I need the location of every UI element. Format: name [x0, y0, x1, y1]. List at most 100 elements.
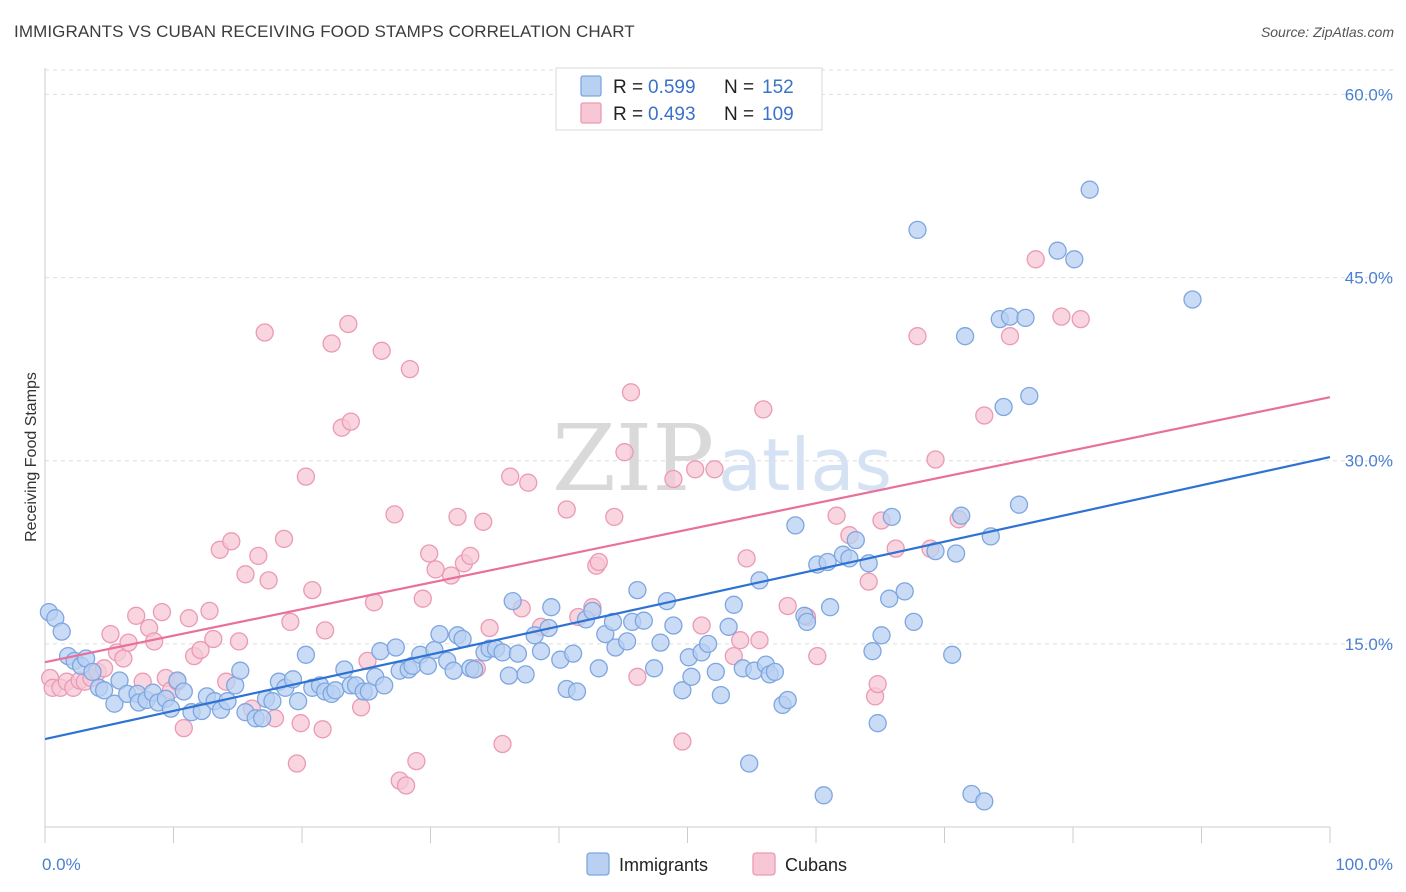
immigrants-point	[567, 682, 587, 701]
cubans-point	[291, 714, 310, 733]
immigrants-point	[52, 622, 71, 641]
immigrants-point	[994, 397, 1013, 417]
cubans-trend-line	[44, 396, 1331, 664]
immigrants-point	[778, 690, 797, 710]
cubans-point	[724, 646, 743, 666]
immigrants-point	[846, 530, 865, 550]
immigrants-point	[682, 667, 701, 686]
cubans-point	[1052, 307, 1071, 326]
cubans-point	[664, 469, 683, 489]
cubans-point	[868, 674, 887, 694]
cubans-point	[750, 631, 769, 650]
immigrants-point	[105, 694, 124, 713]
immigrants-point	[508, 644, 528, 663]
cubans-point	[287, 754, 307, 773]
cubans-point	[615, 443, 634, 462]
cubans-point	[179, 609, 199, 628]
immigrants-point	[516, 665, 535, 684]
axes	[44, 68, 1331, 843]
immigrants-point	[253, 709, 272, 728]
immigrants-point	[863, 642, 882, 661]
immigrants-point	[94, 681, 114, 700]
legend-swatch-immigrants	[586, 852, 610, 876]
watermark-atlas: atlas	[718, 423, 892, 507]
x-tick-label: 100.0%	[1335, 855, 1393, 874]
y-tick-label: 60.0%	[1345, 85, 1393, 104]
immigrants-point	[174, 682, 193, 701]
immigrants-point	[263, 692, 282, 711]
cubans-point	[339, 314, 358, 334]
immigrants-point	[542, 598, 561, 617]
cubans-point	[296, 467, 316, 486]
immigrants-point	[617, 632, 637, 651]
cubans-point	[236, 565, 255, 584]
cubans-point	[191, 640, 210, 660]
cubans-point	[461, 546, 480, 566]
immigrants-point	[296, 645, 316, 664]
stats-legend: R = 0.599 N = 152 R = 0.493 N = 109	[555, 67, 823, 131]
legend-label-cubans: Cubans	[785, 855, 847, 875]
chart-title: IMMIGRANTS VS CUBAN RECEIVING FOOD STAMP…	[14, 22, 635, 41]
immigrants-point	[952, 506, 971, 525]
immigrants-point	[503, 591, 522, 611]
immigrants-point	[465, 660, 484, 679]
cubans-point	[400, 359, 420, 379]
cubans-point	[557, 500, 576, 519]
immigrants-point	[444, 661, 463, 680]
series-legend: Immigrants Cubans	[586, 852, 847, 876]
immigrants-point	[868, 714, 887, 733]
trend-lines	[44, 396, 1331, 741]
cubans-point	[114, 649, 133, 668]
legend-swatch-cubans	[580, 102, 602, 124]
legend-n-value: 109	[762, 104, 794, 125]
cubans-point	[493, 734, 512, 754]
cubans-point	[1026, 250, 1045, 269]
immigrants-point	[83, 662, 102, 682]
cubans-point	[605, 507, 624, 527]
immigrants-point	[371, 642, 390, 661]
cubans-point	[372, 341, 391, 360]
cubans-point	[827, 506, 846, 525]
immigrants-point	[765, 662, 785, 682]
cubans-point	[859, 572, 878, 591]
cubans-point	[274, 529, 294, 549]
y-axis-label: Receiving Food Stamps	[23, 372, 40, 542]
cubans-point	[420, 544, 439, 563]
source-attribution: Source: ZipAtlas.com	[1260, 24, 1394, 40]
y-tick-label: 30.0%	[1345, 452, 1393, 471]
immigrants-point	[904, 612, 923, 632]
immigrants-point	[375, 676, 394, 695]
cubans-point	[589, 552, 608, 572]
cubans-point	[341, 412, 360, 431]
cubans-point	[501, 467, 520, 486]
immigrants-point	[1009, 495, 1029, 514]
cubans-point	[119, 633, 138, 652]
immigrants-point	[797, 612, 817, 632]
immigrants-point	[1183, 290, 1202, 309]
immigrants-point	[943, 645, 962, 664]
legend-n-label: N =	[724, 104, 754, 125]
cubans-point	[1000, 327, 1020, 346]
immigrants-point	[719, 617, 738, 636]
cubans-point	[621, 383, 641, 402]
watermark-zip: ZIP	[552, 405, 714, 512]
immigrants-point	[326, 681, 345, 700]
cubans-point	[413, 589, 432, 608]
cubans-point	[1071, 309, 1090, 329]
immigrants-point	[706, 662, 725, 682]
immigrants-point	[908, 220, 927, 240]
legend-swatch-immigrants	[580, 75, 602, 97]
immigrants-point	[740, 754, 759, 773]
cubans-point	[229, 632, 249, 651]
immigrants-point	[820, 598, 840, 617]
cubans-point	[474, 512, 493, 531]
cubans-point	[519, 473, 538, 492]
immigrants-point	[882, 507, 901, 527]
cubans-point	[628, 667, 647, 686]
immigrants-point	[946, 544, 966, 563]
cubans-point	[315, 621, 335, 640]
immigrants-point	[664, 616, 683, 635]
immigrants-point	[1020, 386, 1039, 406]
legend-n-label: N =	[724, 77, 754, 98]
immigrants-point	[418, 656, 438, 675]
